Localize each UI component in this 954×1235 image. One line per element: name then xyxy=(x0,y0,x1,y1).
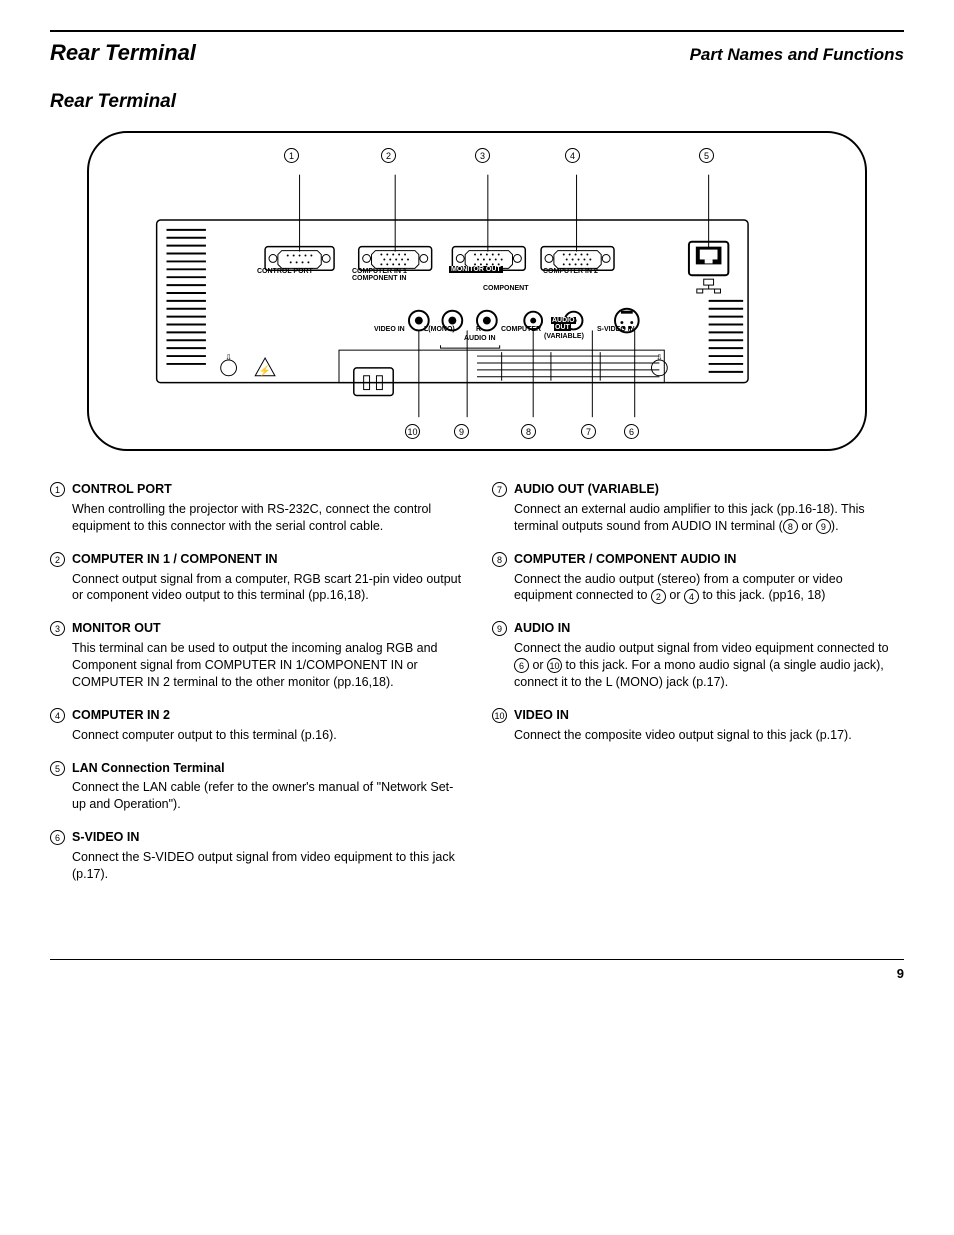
desc-item-2: 2 COMPUTER IN 1 / COMPONENT IN Connect out… xyxy=(50,551,462,605)
desc-title: AUDIO IN xyxy=(514,620,904,637)
diagram-svg: ⇩ ⇩ ⚡ xyxy=(109,153,845,429)
desc-text: Connect the audio output signal from vid… xyxy=(514,640,904,691)
desc-num-8: 8 xyxy=(492,552,507,567)
desc-title: COMPUTER IN 2 xyxy=(72,707,462,724)
desc-item-1: 1 CONTROL PORT When controlling the projec… xyxy=(50,481,462,535)
subsection-title: Rear Terminal xyxy=(50,91,904,113)
desc-item-8: 8 COMPUTER / COMPONENT AUDIO IN Connect th… xyxy=(492,551,904,605)
label-component: COMPONENT xyxy=(483,285,529,292)
callout-6: 6 xyxy=(624,424,639,439)
desc-num-5: 5 xyxy=(50,761,65,776)
desc-num-10: 10 xyxy=(492,708,507,723)
desc-num-3: 3 xyxy=(50,621,65,636)
label-out: OUT xyxy=(554,324,571,331)
page-number: 9 xyxy=(897,966,904,981)
desc-num-7: 7 xyxy=(492,482,507,497)
svg-text:⇩: ⇩ xyxy=(656,353,663,362)
desc-text: Connect an external audio amplifier to t… xyxy=(514,501,904,535)
desc-num-9: 9 xyxy=(492,621,507,636)
desc-text: This terminal can be used to output the … xyxy=(72,640,462,691)
desc-item-9: 9 AUDIO IN Connect the audio output signal… xyxy=(492,620,904,691)
desc-item-6: 6 S-VIDEO IN Connect the S-VIDEO output si… xyxy=(50,829,462,883)
callout-1: 1 xyxy=(284,148,299,163)
label-audio: AUDIO xyxy=(551,317,576,324)
desc-item-4: 4 COMPUTER IN 2 Connect computer output to… xyxy=(50,707,462,744)
label-monitor-out: MONITOR OUT xyxy=(449,266,503,273)
label-audio-in: AUDIO IN xyxy=(464,335,496,342)
desc-num-1: 1 xyxy=(50,482,65,497)
desc-text: Connect output signal from a computer, R… xyxy=(72,571,462,605)
desc-item-10: 10 VIDEO IN Connect the composite video ou… xyxy=(492,707,904,744)
desc-text: When controlling the projector with RS-2… xyxy=(72,501,462,535)
desc-text: Connect the composite video output signa… xyxy=(514,727,904,744)
desc-num-2: 2 xyxy=(50,552,65,567)
callout-9: 9 xyxy=(454,424,469,439)
label-lmono: L(MONO) xyxy=(424,326,455,333)
callout-2: 2 xyxy=(381,148,396,163)
label-computer-in-1: COMPUTER IN 1 xyxy=(352,268,407,275)
desc-num-6: 6 xyxy=(50,830,65,845)
desc-text: Connect computer output to this terminal… xyxy=(72,727,462,744)
desc-title: MONITOR OUT xyxy=(72,620,462,637)
label-video-in: VIDEO IN xyxy=(374,326,405,333)
svg-text:⚡: ⚡ xyxy=(259,365,271,377)
descriptions: 1 CONTROL PORT When controlling the projec… xyxy=(50,481,904,899)
label-variable: (VARIABLE) xyxy=(544,333,584,340)
label-component-in: COMPONENT IN xyxy=(352,275,406,282)
desc-text: Connect the S-VIDEO output signal from v… xyxy=(72,849,462,883)
desc-num-4: 4 xyxy=(50,708,65,723)
chapter-title: Part Names and Functions xyxy=(690,45,904,65)
desc-title: COMPUTER IN 1 / COMPONENT IN xyxy=(72,551,462,568)
desc-text: Connect the LAN cable (refer to the owne… xyxy=(72,779,462,813)
callout-10: 10 xyxy=(405,424,420,439)
desc-item-3: 3 MONITOR OUT This terminal can be used to… xyxy=(50,620,462,691)
desc-item-7: 7 AUDIO OUT (VARIABLE) Connect an external… xyxy=(492,481,904,535)
svg-text:⇩: ⇩ xyxy=(225,353,232,362)
desc-title: VIDEO IN xyxy=(514,707,904,724)
section-title: Rear Terminal xyxy=(50,40,196,66)
callout-7: 7 xyxy=(581,424,596,439)
rear-terminal-diagram: 1 2 3 4 5 10 9 8 7 6 CONTROL PORT COMPUT… xyxy=(87,131,867,451)
desc-title: COMPUTER / COMPONENT AUDIO IN xyxy=(514,551,904,568)
label-computer: COMPUTER xyxy=(501,326,541,333)
desc-title: AUDIO OUT (VARIABLE) xyxy=(514,481,904,498)
desc-text: Connect the audio output (stereo) from a… xyxy=(514,571,904,605)
callout-5: 5 xyxy=(699,148,714,163)
label-computer-in-2: COMPUTER IN 2 xyxy=(543,268,598,275)
desc-title: LAN Connection Terminal xyxy=(72,760,462,777)
label-r: R xyxy=(476,326,481,333)
label-control-port: CONTROL PORT xyxy=(257,268,313,275)
label-svideo-in: S-VIDEO IN xyxy=(597,326,635,333)
desc-item-5: 5 LAN Connection Terminal Connect the LAN … xyxy=(50,760,462,814)
desc-title: CONTROL PORT xyxy=(72,481,462,498)
desc-title: S-VIDEO IN xyxy=(72,829,462,846)
callout-4: 4 xyxy=(565,148,580,163)
callout-3: 3 xyxy=(475,148,490,163)
callout-8: 8 xyxy=(521,424,536,439)
